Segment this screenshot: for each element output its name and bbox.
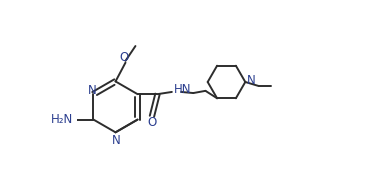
Text: O: O <box>120 51 129 64</box>
Text: HN: HN <box>174 83 191 96</box>
Text: H₂N: H₂N <box>51 113 74 126</box>
Text: N: N <box>246 74 255 87</box>
Text: N: N <box>88 84 97 97</box>
Text: O: O <box>147 116 157 129</box>
Text: N: N <box>112 134 121 147</box>
